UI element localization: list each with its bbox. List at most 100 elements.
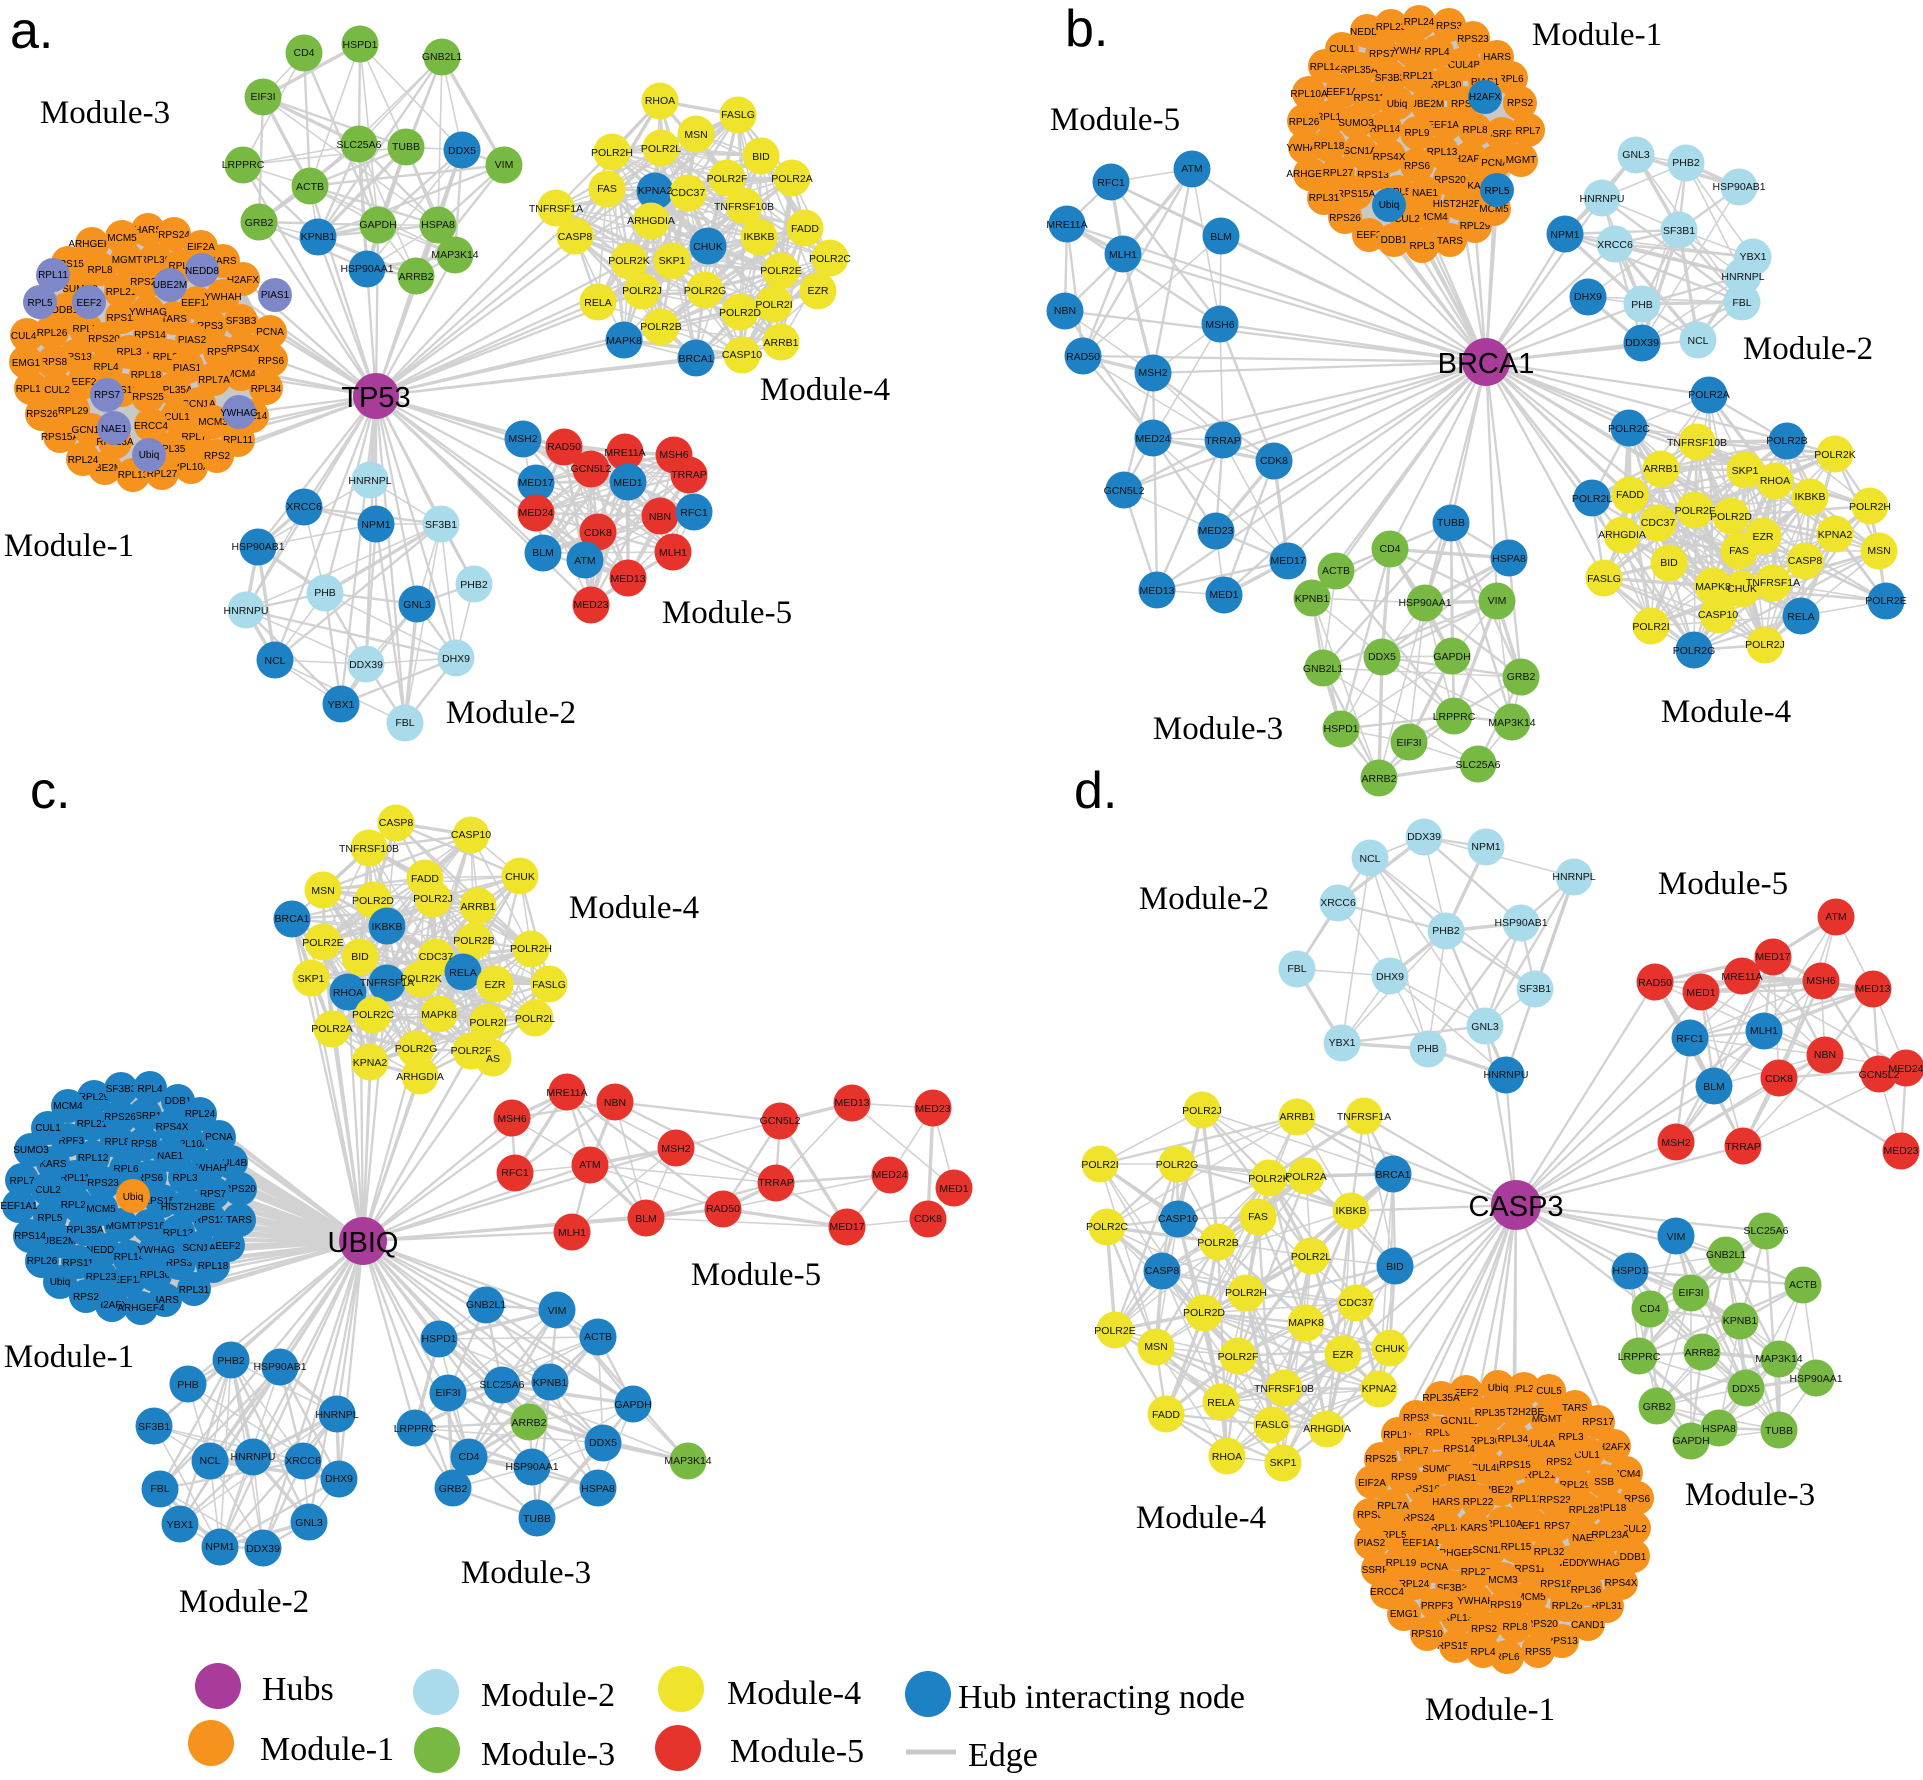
svg-text:AS: AS <box>486 1053 500 1065</box>
svg-text:BLM: BLM <box>635 1213 657 1225</box>
svg-text:MRE11A: MRE11A <box>546 1087 587 1099</box>
svg-text:BID: BID <box>1660 557 1678 569</box>
svg-text:RPS10: RPS10 <box>1411 1629 1443 1640</box>
svg-text:VIM: VIM <box>495 159 514 171</box>
svg-text:KARS: KARS <box>1460 1523 1488 1534</box>
svg-text:MAPK8: MAPK8 <box>1695 581 1731 593</box>
svg-text:KPNB1: KPNB1 <box>533 1377 568 1389</box>
svg-text:MSN: MSN <box>311 885 334 897</box>
svg-text:MED24: MED24 <box>1135 433 1170 445</box>
svg-text:RPL24: RPL24 <box>68 455 99 466</box>
svg-text:POLR2A: POLR2A <box>771 173 812 185</box>
svg-text:POLR2H: POLR2H <box>591 147 633 159</box>
svg-text:FADD: FADD <box>1616 489 1644 501</box>
svg-text:RPL3: RPL3 <box>1558 1432 1583 1443</box>
svg-text:RPL24: RPL24 <box>185 1109 216 1120</box>
svg-text:GAPDH: GAPDH <box>614 1399 651 1411</box>
svg-text:POLR2D: POLR2D <box>1183 1307 1225 1319</box>
svg-text:FBL: FBL <box>395 717 414 729</box>
svg-text:HSPA8: HSPA8 <box>421 219 455 231</box>
svg-text:MED13: MED13 <box>834 1097 869 1109</box>
svg-text:CAND1: CAND1 <box>1571 1620 1605 1631</box>
svg-text:RPS7: RPS7 <box>94 390 121 401</box>
svg-text:SF3B1: SF3B1 <box>138 1421 170 1433</box>
svg-text:RPL21: RPL21 <box>77 1119 108 1130</box>
svg-text:LRPPRC: LRPPRC <box>222 159 265 171</box>
svg-text:CASP8: CASP8 <box>1145 1265 1180 1277</box>
svg-text:Module-1: Module-1 <box>260 1731 394 1768</box>
svg-text:MLH1: MLH1 <box>1750 1025 1778 1037</box>
svg-text:YWHAH: YWHAH <box>204 292 241 303</box>
svg-text:PHB2: PHB2 <box>1672 157 1700 169</box>
svg-text:MED1: MED1 <box>939 1183 968 1195</box>
svg-text:POLR2E: POLR2E <box>302 937 343 949</box>
svg-text:SKP1: SKP1 <box>1732 465 1759 477</box>
svg-text:PIAS2: PIAS2 <box>178 335 207 346</box>
svg-text:POLR2H: POLR2H <box>1849 501 1891 513</box>
svg-text:TNFRSF10B: TNFRSF10B <box>1667 437 1727 449</box>
svg-text:ARRB1: ARRB1 <box>763 337 798 349</box>
svg-text:TP53: TP53 <box>341 382 410 414</box>
svg-text:GAPDH: GAPDH <box>359 219 396 231</box>
svg-text:POLR2G: POLR2G <box>1673 645 1716 657</box>
svg-text:MED24: MED24 <box>518 507 553 519</box>
svg-text:NCL: NCL <box>199 1455 220 1467</box>
svg-text:MAPK8: MAPK8 <box>1288 1317 1324 1329</box>
svg-text:XRCC6: XRCC6 <box>286 501 322 513</box>
svg-text:BLM: BLM <box>1210 231 1232 243</box>
svg-text:MCM3: MCM3 <box>1488 1575 1518 1586</box>
svg-text:RPS8: RPS8 <box>131 1139 158 1150</box>
svg-text:RPL35: RPL35 <box>1475 1408 1506 1419</box>
svg-text:YBX1: YBX1 <box>1740 251 1767 263</box>
svg-text:RPS2: RPS2 <box>73 1292 100 1303</box>
svg-text:PIAS1: PIAS1 <box>173 363 202 374</box>
svg-text:TARS: TARS <box>226 1215 252 1226</box>
svg-text:NPM1: NPM1 <box>1471 841 1500 853</box>
svg-text:ACTB: ACTB <box>584 1331 612 1343</box>
svg-text:RPL26: RPL26 <box>1289 117 1320 128</box>
svg-text:MSN: MSN <box>684 129 707 141</box>
svg-text:Module-4: Module-4 <box>760 372 890 408</box>
svg-text:HARS: HARS <box>1483 52 1511 63</box>
svg-text:ACTB: ACTB <box>296 181 324 193</box>
svg-text:UBE2M: UBE2M <box>1410 99 1444 110</box>
svg-text:ARHGDIA: ARHGDIA <box>1598 529 1646 541</box>
svg-text:ARRB1: ARRB1 <box>1279 1111 1314 1123</box>
svg-text:RAD50: RAD50 <box>1638 977 1672 989</box>
svg-text:RFC1: RFC1 <box>1097 177 1125 189</box>
svg-text:CDC37: CDC37 <box>671 187 706 199</box>
svg-text:MAP3K14: MAP3K14 <box>1488 717 1535 729</box>
svg-text:ARRB2: ARRB2 <box>1361 773 1396 785</box>
svg-text:RPS25: RPS25 <box>132 392 164 403</box>
svg-text:RPL7A: RPL7A <box>198 375 230 386</box>
svg-text:YWHAG: YWHAG <box>129 307 167 318</box>
svg-text:IKBKB: IKBKB <box>744 231 775 243</box>
svg-text:RPS23: RPS23 <box>1457 34 1489 45</box>
svg-text:NBN: NBN <box>1814 1049 1836 1061</box>
svg-text:FASLG: FASLG <box>532 979 566 991</box>
svg-text:RPL3: RPL3 <box>172 1173 197 1184</box>
svg-text:POLR2A: POLR2A <box>311 1023 352 1035</box>
svg-text:NEDD8: NEDD8 <box>185 266 219 277</box>
svg-text:RPL36: RPL36 <box>1571 1585 1602 1596</box>
svg-text:RHOA: RHOA <box>333 987 363 999</box>
svg-text:HNRNPU: HNRNPU <box>231 1451 276 1463</box>
svg-text:TNFRSF10B: TNFRSF10B <box>714 201 774 213</box>
svg-text:MLH1: MLH1 <box>558 1227 586 1239</box>
svg-text:Module-2: Module-2 <box>179 1584 309 1620</box>
svg-text:HNRNPL: HNRNPL <box>1552 871 1595 883</box>
svg-text:CDC37: CDC37 <box>1641 517 1676 529</box>
svg-text:SKP1: SKP1 <box>1270 1457 1297 1469</box>
svg-text:FBL: FBL <box>150 1483 169 1495</box>
svg-text:RPS15: RPS15 <box>1499 1460 1531 1471</box>
svg-text:YBX1: YBX1 <box>1329 1037 1356 1049</box>
svg-text:MRE11A: MRE11A <box>1721 971 1762 983</box>
svg-text:EEF1A1: EEF1A1 <box>0 1201 38 1212</box>
svg-text:BID: BID <box>1386 1261 1404 1273</box>
svg-text:ATM: ATM <box>574 555 595 567</box>
svg-text:MAP3K14: MAP3K14 <box>1755 1353 1802 1365</box>
svg-text:PHB: PHB <box>177 1379 199 1391</box>
svg-text:MCM5: MCM5 <box>86 1204 116 1215</box>
svg-text:Module-5: Module-5 <box>730 1733 864 1770</box>
svg-text:NPM1: NPM1 <box>1550 229 1579 241</box>
